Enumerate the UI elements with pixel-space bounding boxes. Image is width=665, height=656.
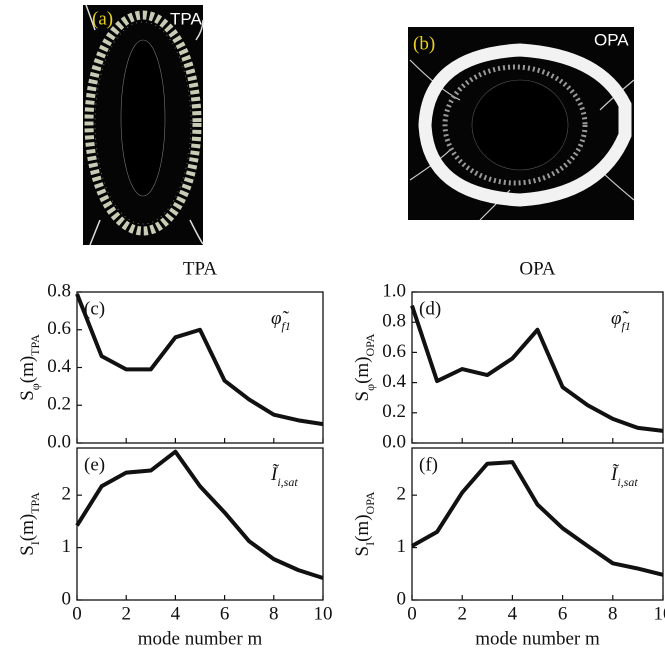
y-tick-label: 1	[62, 536, 72, 557]
annotation-part: Ĩ	[610, 464, 620, 485]
y-axis-label-part: I	[363, 542, 377, 546]
data-line	[75, 293, 324, 427]
x-tick-label: 6	[558, 603, 568, 624]
panel-label: (c)	[84, 298, 105, 319]
x-tick-label: 2	[457, 603, 467, 624]
data-line	[411, 460, 664, 577]
y-axis-label-part: (m)	[352, 356, 373, 383]
y-axis-label-part: TPA	[28, 334, 42, 356]
data-line	[410, 304, 664, 433]
y-axis-label: Sφ(m)OPA	[352, 333, 376, 401]
y-tick-label: 0.2	[47, 394, 71, 415]
photo-caption: OPA	[594, 30, 629, 49]
annotation: φ̃f1	[611, 308, 631, 332]
y-axis-label: Sφ(m)TPA	[17, 334, 41, 401]
y-axis-label-part: S	[352, 546, 373, 557]
y-tick-label: 0.8	[382, 311, 406, 332]
y-axis-label-part: S	[17, 390, 38, 401]
plot-frame	[76, 291, 324, 444]
y-axis-label-part: I	[28, 541, 42, 545]
x-tick-label: 10	[654, 603, 665, 624]
plot-frame	[411, 447, 664, 601]
y-axis-label-part: OPA	[363, 491, 377, 514]
panel-label: (d)	[419, 298, 441, 319]
y-axis-label-part: (m)	[17, 356, 38, 383]
x-tick-label: 0	[72, 603, 82, 624]
y-axis-label: SI(m)TPA	[17, 492, 41, 556]
y-tick-label: 1.0	[382, 280, 406, 301]
plot-frame	[76, 447, 324, 601]
y-axis-label-part: φ	[363, 384, 377, 391]
y-axis-label-part: S	[352, 391, 373, 402]
x-axis-label: mode number m	[138, 628, 263, 649]
photo-a: (a) TPA	[83, 4, 204, 246]
y-tick-label: 0.6	[47, 318, 71, 339]
y-tick-label: 0.4	[382, 371, 406, 392]
column-title: TPA	[183, 258, 217, 279]
y-axis-label-part: φ	[28, 383, 42, 390]
x-tick-label: 10	[314, 603, 333, 624]
photo-caption: TPA	[170, 9, 202, 28]
photo-label: (b)	[413, 33, 435, 54]
y-tick-label: 1	[397, 536, 407, 557]
y-tick-label: 0	[397, 588, 407, 609]
y-tick-label: 2	[397, 484, 407, 505]
x-tick-label: 6	[220, 603, 230, 624]
annotation-part: i,sat	[277, 475, 298, 489]
data-line	[75, 449, 324, 580]
x-tick-label: 8	[269, 603, 279, 624]
y-tick-label: 0.0	[47, 431, 71, 452]
panel-label: (f)	[419, 454, 438, 475]
x-tick-label: 0	[407, 603, 417, 624]
x-tick-label: 8	[608, 603, 618, 624]
y-tick-label: 0.6	[382, 341, 406, 362]
annotation-part: Ĩ	[270, 464, 280, 485]
annotation-part: i,sat	[617, 475, 638, 489]
y-axis-label-part: TPA	[28, 492, 42, 514]
y-tick-label: 0.2	[382, 401, 406, 422]
y-axis-label: SI(m)OPA	[352, 491, 376, 556]
column-title: OPA	[519, 258, 556, 279]
x-tick-label: 2	[121, 603, 131, 624]
x-tick-label: 4	[171, 603, 181, 624]
y-axis-label-part: OPA	[363, 333, 377, 356]
y-axis-label-part: (m)	[17, 514, 38, 541]
y-tick-label: 0	[62, 588, 72, 609]
y-tick-label: 0.4	[47, 356, 71, 377]
panel-label: (e)	[84, 454, 105, 475]
plot-frame	[411, 291, 664, 444]
annotation-part: f1	[622, 319, 631, 333]
annotation: Ĩi,sat	[270, 464, 298, 488]
x-axis-label: mode number m	[475, 628, 600, 649]
x-tick-label: 4	[508, 603, 518, 624]
annotation-part: f1	[282, 319, 291, 333]
annotation: Ĩi,sat	[610, 464, 638, 488]
y-tick-label: 2	[62, 484, 72, 505]
y-axis-label-part: S	[17, 545, 38, 556]
photo-b: (b) OPA	[408, 27, 635, 221]
y-tick-label: 0.0	[382, 431, 406, 452]
annotation: φ̃f1	[271, 308, 291, 332]
y-axis-label-part: (m)	[352, 514, 373, 541]
photo-label: (a)	[92, 8, 113, 29]
y-tick-label: 0.8	[47, 280, 71, 301]
